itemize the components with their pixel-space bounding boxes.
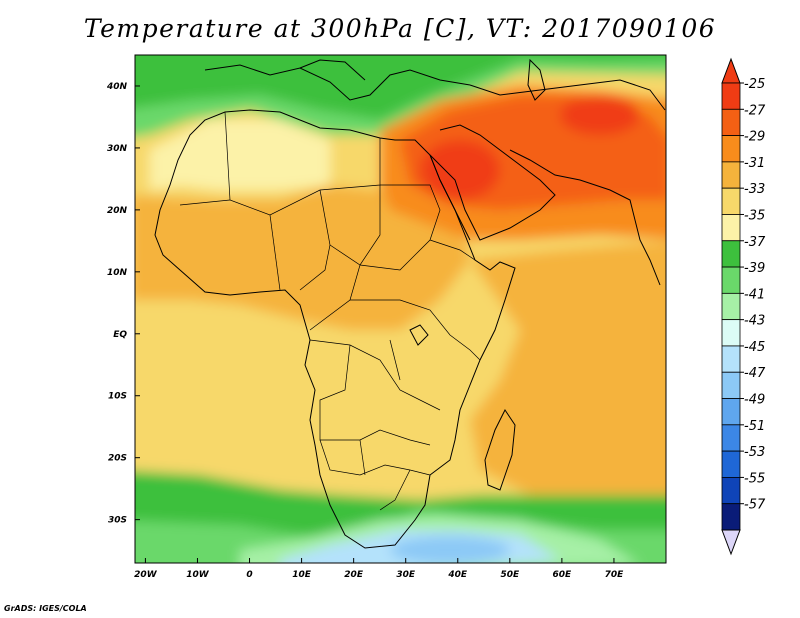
colorbar-swatch (721, 319, 741, 347)
colorbar-label: -29 (744, 130, 765, 145)
colorbar-swatch (721, 345, 741, 373)
colorbar-swatch (721, 398, 741, 426)
lat-tick-label: 40N (106, 82, 128, 92)
lat-tick-label: 10S (108, 392, 127, 402)
lon-tick-label: 30E (396, 570, 416, 580)
lon-tick-label: 20W (134, 570, 158, 580)
colorbar-label: -25 (744, 77, 765, 92)
colorbar-bottom-arrow (721, 529, 741, 556)
colorbar-label: -37 (744, 235, 766, 250)
colorbar-label: -47 (744, 366, 766, 381)
colorbar-label: -41 (744, 287, 765, 302)
lon-tick-label: 70E (605, 570, 625, 580)
colorbar-label: -49 (744, 393, 765, 408)
lon-tick-label: 0 (246, 570, 252, 580)
colorbar-label: -57 (744, 498, 766, 513)
lon-tick-label: 40E (447, 570, 468, 580)
lat-tick-label: 20S (108, 454, 127, 464)
colorbar-swatch (721, 108, 741, 136)
colorbar-swatch (721, 424, 741, 452)
colorbar-label: -27 (744, 103, 766, 118)
plot-frame (134, 54, 667, 564)
colorbar-swatch (721, 477, 741, 505)
colorbar: -25 -27 -29 -31 -33 -35 -37 -39 -41 -43 -45 -47 -49 -… (721, 57, 766, 556)
grads-credit: GrADS: IGES/COLA (4, 604, 87, 613)
colorbar-label: -35 (744, 208, 765, 223)
lon-tick-label: 50E (500, 570, 520, 580)
lat-tick-label: EQ (113, 330, 127, 340)
lat-tick-label: 10N (107, 268, 128, 278)
colorbar-swatch (721, 266, 741, 294)
latitude-ticks: 40N 30N 20N 10N EQ 10S 20S 30S (106, 82, 140, 526)
colorbar-label: -43 (744, 314, 765, 329)
colorbar-label: -51 (744, 419, 765, 434)
colorbar-label: -55 (744, 471, 765, 486)
colorbar-swatch (721, 187, 741, 215)
lon-tick-label: 60E (553, 570, 573, 580)
colorbar-top-arrow (721, 57, 741, 84)
colorbar-label: -31 (744, 156, 765, 171)
lon-tick-label: 10W (186, 570, 210, 580)
colorbar-swatch (721, 135, 741, 163)
temperature-field (135, 55, 666, 563)
lat-tick-label: 20N (107, 206, 128, 216)
colorbar-swatch (721, 82, 741, 110)
colorbar-label: -53 (744, 445, 765, 460)
colorbar-swatch (721, 371, 741, 399)
colorbar-swatch (721, 161, 741, 189)
colorbar-swatch (721, 292, 741, 321)
lat-tick-label: 30S (108, 516, 127, 526)
colorbar-swatch (721, 503, 741, 531)
country-borders (179, 111, 481, 511)
lon-tick-label: 10E (292, 570, 312, 580)
colorbar-label: -45 (744, 340, 765, 355)
colorbar-label: -33 (744, 182, 765, 197)
colorbar-swatch (721, 240, 741, 268)
map-title: Temperature at 300hPa [C], VT: 201709010… (83, 14, 717, 43)
colorbar-swatch (721, 214, 741, 242)
lat-tick-label: 30N (107, 144, 128, 154)
longitude-ticks: 20W 10W 0 10E 20E 30E 40E 50E 60E 70E (134, 558, 624, 580)
colorbar-label: -39 (744, 261, 765, 276)
lon-tick-label: 20E (344, 570, 364, 580)
colorbar-swatch (721, 450, 741, 478)
